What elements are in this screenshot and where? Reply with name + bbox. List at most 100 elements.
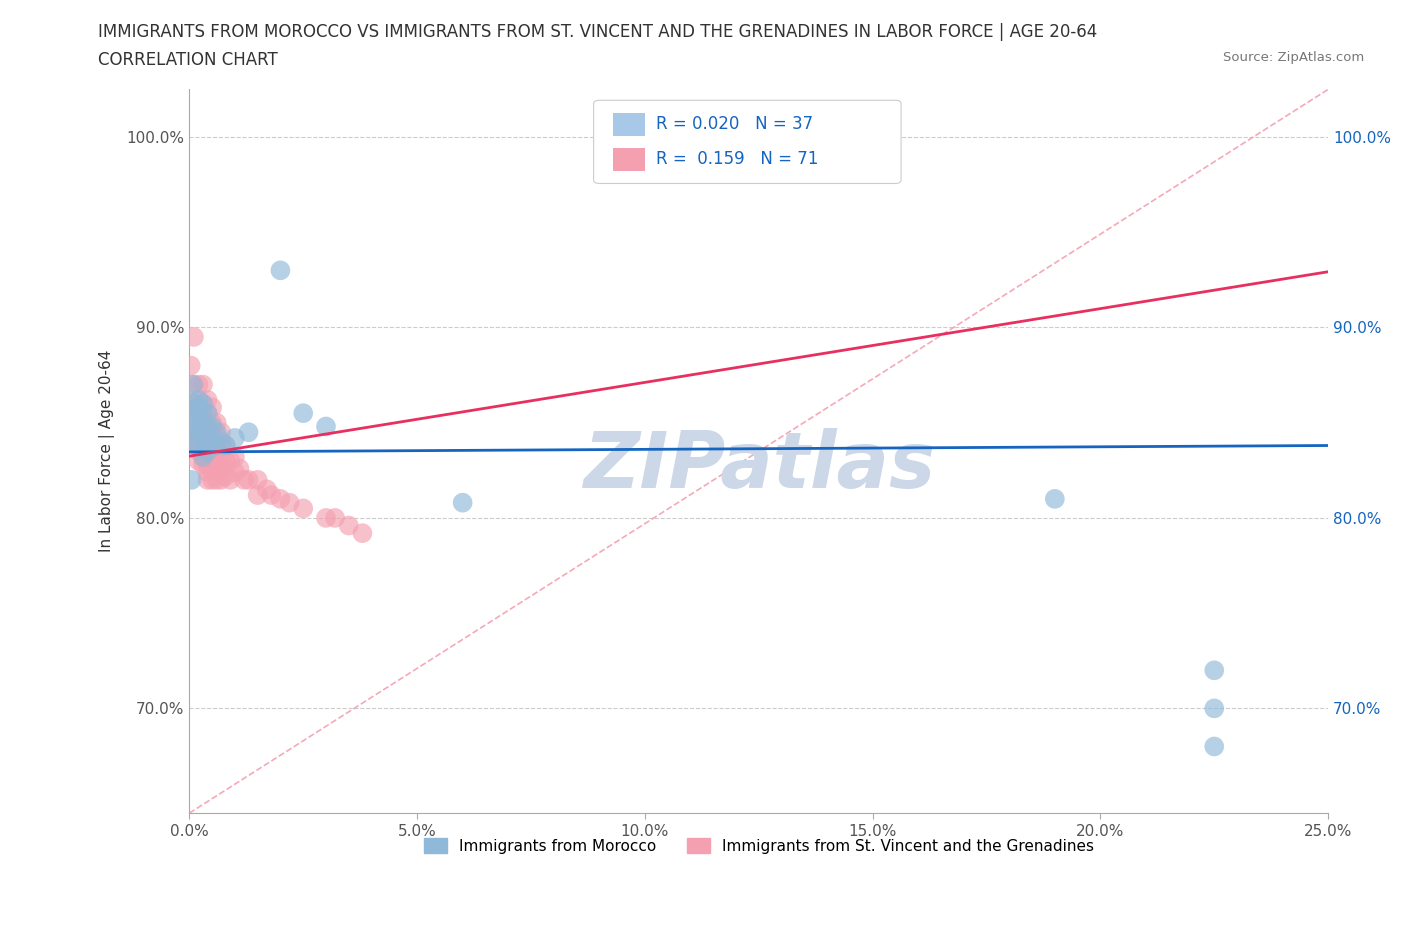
Point [201,400,224,415]
Point [187,400,209,415]
Point [352,525,374,540]
Point [180,358,202,373]
Point [186,405,208,420]
FancyBboxPatch shape [593,100,901,183]
Point [215,438,238,453]
Point [201,442,224,457]
Point [201,472,224,487]
Point [197,405,219,420]
Point [451,496,474,511]
Point [292,405,315,420]
Point [180,472,202,487]
Point [197,465,219,480]
Point [238,472,260,487]
Point [197,405,219,420]
Point [256,482,278,497]
Point [186,419,208,434]
Point [191,405,214,420]
Point [190,405,212,420]
Point [183,378,205,392]
Point [292,501,315,516]
Point [191,425,214,440]
Point [219,453,242,468]
Point [1043,491,1066,506]
Point [191,449,214,464]
Point [187,392,209,407]
Text: R =  0.159   N = 71: R = 0.159 N = 71 [657,151,818,168]
Point [197,449,219,464]
Point [201,419,224,434]
Point [187,419,209,434]
Point [187,444,209,458]
Point [187,434,209,449]
Point [205,442,228,457]
Point [197,444,219,458]
Point [191,419,214,434]
Point [191,396,214,411]
Point [278,496,301,511]
Point [181,378,204,392]
Point [224,465,246,480]
Point [197,392,219,407]
Point [1204,701,1226,716]
Point [197,419,219,434]
Point [180,396,202,411]
Point [183,416,205,431]
Point [238,425,260,440]
Point [315,419,337,434]
Point [209,425,232,440]
Point [187,378,209,392]
Point [191,396,214,411]
Point [205,463,228,478]
Point [191,438,214,453]
Point [201,453,224,468]
Point [209,438,232,453]
Point [209,449,232,464]
Point [197,472,219,487]
Point [260,487,283,502]
Point [215,438,238,453]
Bar [613,148,645,171]
Point [337,518,360,533]
Point [201,434,224,449]
Point [201,431,224,445]
Point [209,472,232,487]
Point [197,431,219,445]
Point [187,453,209,468]
Point [183,329,205,344]
Point [315,511,337,525]
Point [269,263,291,278]
Point [205,429,228,444]
Point [205,438,228,453]
Point [191,411,214,426]
Point [219,472,242,487]
Point [1204,663,1226,678]
Point [187,400,209,415]
Point [197,458,219,472]
Point [228,461,250,476]
Point [205,472,228,487]
Point [191,449,214,464]
Legend: Immigrants from Morocco, Immigrants from St. Vincent and the Grenadines: Immigrants from Morocco, Immigrants from… [418,831,1099,859]
Text: Source: ZipAtlas.com: Source: ZipAtlas.com [1223,51,1364,64]
Text: ZIPatlas: ZIPatlas [582,428,935,504]
Point [215,453,238,468]
Point [224,431,246,445]
Point [224,449,246,464]
Point [197,438,219,453]
Point [215,469,238,484]
Point [269,491,291,506]
Point [246,487,269,502]
Point [183,405,205,420]
Point [209,434,232,449]
Point [191,434,214,449]
Text: R = 0.020   N = 37: R = 0.020 N = 37 [657,115,813,133]
Point [183,396,205,411]
Point [187,425,209,440]
Point [323,511,346,525]
Point [187,411,209,426]
Point [201,463,224,478]
Point [205,416,228,431]
Point [186,425,208,440]
Point [205,425,228,440]
